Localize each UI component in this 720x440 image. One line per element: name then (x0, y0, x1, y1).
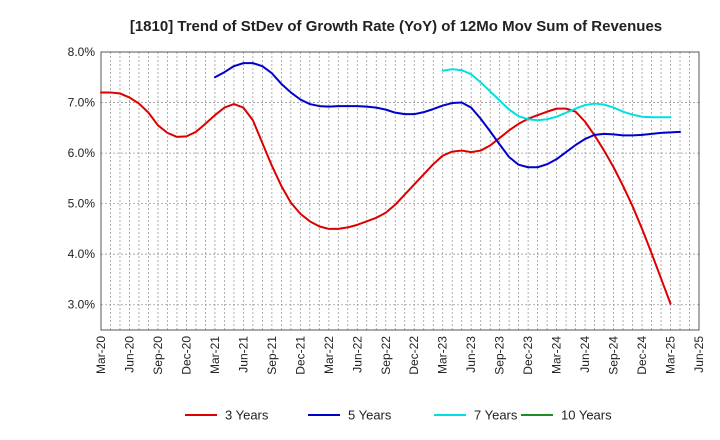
chart-title: [1810] Trend of StDev of Growth Rate (Yo… (130, 18, 662, 35)
x-tick-label: Dec-22 (407, 336, 421, 375)
legend: 3 Years 5 Years 7 Years 10 Years (185, 408, 612, 423)
legend-label-5-years: 5 Years (348, 408, 392, 423)
series-line-7-years (441, 68, 672, 122)
x-tick-label: Jun-24 (578, 336, 592, 373)
x-tick-label: Dec-23 (521, 336, 535, 375)
y-tick-label: 5.0% (68, 197, 96, 211)
x-tick-label: Jun-21 (236, 336, 250, 373)
x-tick-label: Mar-25 (664, 336, 678, 374)
y-tick-label: 3.0% (68, 298, 96, 312)
x-tick-label: Jun-23 (464, 336, 478, 373)
x-tick-label: Dec-20 (179, 336, 193, 375)
x-tick-label: Jun-20 (122, 336, 136, 373)
x-tick-label: Dec-24 (635, 336, 649, 375)
legend-label-7-years: 7 Years (474, 408, 518, 423)
y-tick-label: 8.0% (68, 45, 96, 59)
plot-background (101, 52, 699, 330)
plot-frame (100, 51, 700, 331)
x-tick-label: Sep-21 (265, 336, 279, 375)
series-line-5-years (213, 62, 682, 169)
x-tick-label: Sep-23 (493, 336, 507, 375)
x-tick-label: Jun-25 (692, 336, 706, 373)
x-tick-label: Mar-24 (550, 336, 564, 374)
plot-area: 3.0% 4.0% 5.0% 6.0% 7.0% 8.0% Mar-20 Jun-20 Sep-… (68, 45, 706, 375)
y-tick-label: 7.0% (68, 96, 96, 110)
x-tick-label: Mar-22 (322, 336, 336, 374)
x-tick-label: Mar-21 (208, 336, 222, 374)
x-tick-label: Jun-22 (350, 336, 364, 373)
y-tick-label: 6.0% (68, 146, 96, 160)
x-tick-label: Sep-22 (379, 336, 393, 375)
legend-label-3-years: 3 Years (225, 408, 269, 423)
series-line-3-years (100, 91, 672, 305)
y-tick-label: 4.0% (68, 247, 96, 261)
legend-label-10-years: 10 Years (561, 408, 612, 423)
x-tick-label: Sep-24 (607, 336, 621, 375)
x-tick-label: Dec-21 (293, 336, 307, 375)
x-tick-label: Mar-23 (436, 336, 450, 374)
x-tick-label: Mar-20 (94, 336, 108, 374)
x-tick-label: Sep-20 (151, 336, 165, 375)
